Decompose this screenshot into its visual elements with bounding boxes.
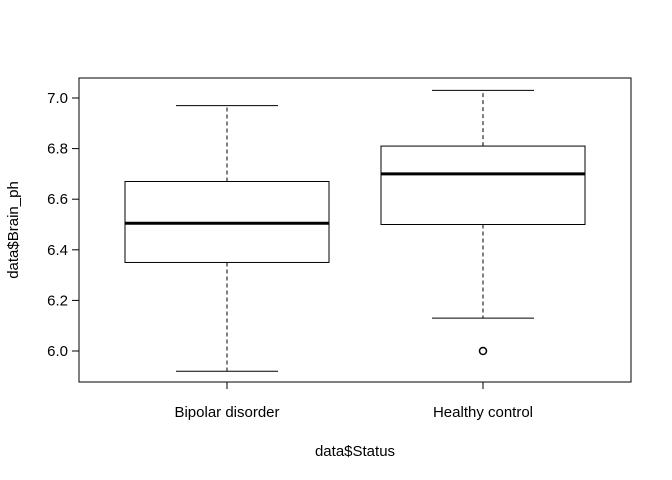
y-tick-label: 7.0 [47,90,68,107]
x-tick-label: Bipolar disorder [174,404,279,421]
outlier-point [478,346,488,356]
y-tick-label: 6.4 [47,242,68,259]
y-axis-label: data$Brain_ph [5,181,22,279]
box-series [124,89,586,372]
y-axis: 6.0 6.2 6.4 6.6 6.8 7.0 [47,90,80,360]
y-tick-label: 6.2 [47,292,68,309]
x-axis: Bipolar disorder Healthy control [174,381,533,421]
y-tick-label: 6.6 [47,191,68,208]
x-tick-label: Healthy control [433,404,533,421]
box-group [380,89,586,356]
y-tick-label: 6.8 [47,141,68,158]
iqr-box [380,145,586,226]
x-axis-label: data$Status [315,443,395,460]
box-group [124,105,330,372]
y-tick-label: 6.0 [47,343,68,360]
